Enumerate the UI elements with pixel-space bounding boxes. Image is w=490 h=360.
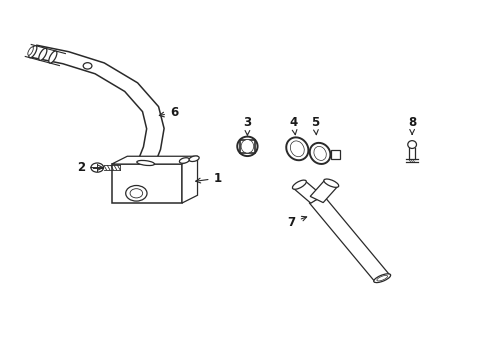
Text: 8: 8 (408, 116, 416, 135)
Polygon shape (331, 150, 341, 159)
Bar (112, 164, 182, 203)
Ellipse shape (291, 141, 304, 157)
Ellipse shape (189, 156, 199, 162)
Polygon shape (309, 196, 390, 282)
Text: 4: 4 (289, 116, 297, 135)
Ellipse shape (377, 275, 388, 281)
Ellipse shape (237, 136, 258, 156)
Polygon shape (112, 156, 197, 164)
Polygon shape (294, 181, 322, 203)
Polygon shape (310, 180, 338, 203)
Ellipse shape (408, 141, 416, 148)
Polygon shape (240, 140, 255, 153)
Ellipse shape (374, 274, 391, 283)
Ellipse shape (29, 46, 37, 58)
Text: 3: 3 (244, 116, 251, 135)
Polygon shape (182, 156, 197, 203)
Ellipse shape (28, 47, 33, 55)
Ellipse shape (241, 140, 254, 153)
Text: 5: 5 (311, 116, 319, 135)
Text: 2: 2 (77, 161, 103, 174)
Ellipse shape (286, 138, 308, 160)
Text: 7: 7 (288, 216, 307, 229)
Ellipse shape (310, 143, 330, 164)
Ellipse shape (314, 147, 326, 161)
Text: 6: 6 (159, 106, 178, 119)
Ellipse shape (293, 180, 306, 189)
Ellipse shape (324, 179, 339, 187)
Ellipse shape (137, 161, 154, 166)
Ellipse shape (49, 51, 57, 63)
Text: 1: 1 (196, 172, 221, 185)
Ellipse shape (39, 48, 47, 60)
Ellipse shape (179, 158, 190, 163)
